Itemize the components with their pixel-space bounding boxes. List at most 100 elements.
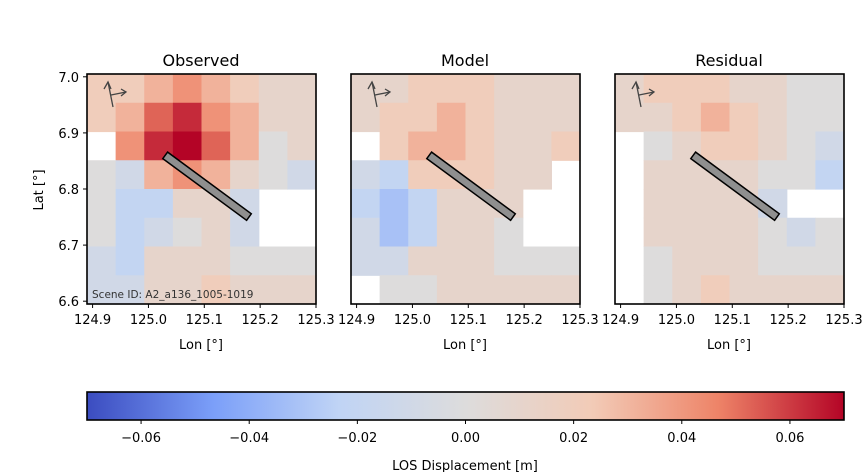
x-tick-label: 125.3 [825,313,862,328]
heatmap-cell-E2 [465,102,495,133]
heatmap-cell-E6 [201,217,231,248]
fault-trace [689,151,781,222]
heatmap-cell-E8 [729,275,759,305]
x-tick-label: 125.0 [130,313,167,328]
heatmap-cell-G4 [522,160,552,190]
heatmap-cell-H8 [551,275,581,305]
panel-overlays-model [367,80,517,222]
panel-overlays-observed [103,80,253,222]
heatmap-cell-G8 [258,275,288,305]
x-ticks-model: 124.9 125.0 125.1 125.2 125.3 [338,304,599,328]
colorbar-tick-label: −0.04 [229,431,269,446]
heatmap-cell-G4 [258,160,288,190]
heatmap-cell-F2 [230,102,260,133]
panel-observed: Observed 124.9 125.0 125.1 125.2 125.3 6.66.… [32,51,335,353]
heatmap-cell-D8 [700,275,731,305]
heatmap-cell-A4 [351,160,381,190]
heatmap-cell-C1 [408,74,438,104]
y-tick-label: 6.6 [58,295,79,310]
heatmap-cell-G2 [258,102,288,133]
heatmap-cell-B6 [379,217,409,248]
heatmap-cell-A7 [351,246,381,276]
heatmap-cell-B7 [115,246,145,276]
heatmap-cell-F8 [758,275,788,305]
heatmap-cell-C4 [408,160,438,190]
heatmap-cell-B2 [379,102,409,133]
heatmap-cell-H3 [287,131,317,161]
y-tick-label: 7.0 [58,71,79,86]
fault-trace [161,151,253,222]
heatmap-cell-F7 [494,246,524,276]
heatmap-cell-G6 [786,217,816,248]
x-tick-label: 125.0 [658,313,695,328]
heatmap-cell-G7 [258,246,288,276]
x-tick-label: 125.3 [561,313,598,328]
heatmap-cell-D2 [700,102,731,133]
panel-overlays-residual [631,80,781,222]
heatmap-cell-B4 [379,160,409,190]
heatmap-cell-C2 [144,102,174,133]
x-tick-label: 125.1 [714,313,751,328]
colorbar: −0.06 −0.04 −0.02 0.00 0.02 0.04 0.06 LOS Disp… [86,391,845,472]
heatmap-cell-D3 [700,131,731,161]
north-arrow-icon [631,80,656,108]
heatmap-cell-B4 [115,160,145,190]
heatmap-cell-B3 [115,131,145,161]
heatmap-cell-F1 [494,74,524,104]
heatmap-cell-D2 [436,102,467,133]
heatmap-cell-G2 [522,102,552,133]
heatmap-cell-B8 [115,275,145,305]
heatmap-cell-B6 [115,217,145,248]
heatmap-cell-F7 [758,246,788,276]
heatmap-cell-D5 [172,189,203,219]
heatmap-cell-D8 [436,275,467,305]
colorbar-ticks: −0.06 −0.04 −0.02 0.00 0.02 0.04 0.06 [121,420,804,446]
heatmap-cell-B7 [643,246,673,276]
heatmap-cell-A5 [351,189,381,219]
heatmap-cell-D6 [700,217,731,248]
colorbar-tick-label: −0.06 [121,431,161,446]
heatmap-cell-H7 [287,246,317,276]
heatmap-cell-G1 [258,74,288,104]
heatmap-cell-C2 [408,102,438,133]
heatmap-cell-G2 [786,102,816,133]
heatmap-cell-G4 [786,160,816,190]
heatmap-cell-C7 [408,246,438,276]
panel-residual: Residual 124.9 125.0 125.1 125.2 125.3 Lon [… [602,51,863,353]
heatmap-cell-C2 [672,102,702,133]
heatmap-cell-B5 [379,189,409,219]
heatmap-cell-B5 [643,189,673,219]
heatmap-cell-C5 [672,189,702,219]
colorbar-gradient [86,391,845,421]
heatmap-cell-B5 [115,189,145,219]
heatmap-cells-observed [87,74,317,305]
heatmap-cell-E6 [729,217,759,248]
heatmap-cell-G7 [522,246,552,276]
heatmap-cell-C6 [144,217,174,248]
x-tick-label: 125.3 [297,313,334,328]
heatmap-cell-B1 [643,74,673,104]
heatmap-cell-H4 [287,160,317,190]
heatmap-cell-F6 [494,217,524,248]
heatmap-cell-E1 [201,74,231,104]
heatmap-cell-F3 [230,131,260,161]
heatmap-cell-G7 [786,246,816,276]
y-ticks-observed: 6.6 6.7 6.8 6.9 7.0 [58,71,87,310]
heatmap-cell-F4 [494,160,524,190]
heatmap-cell-G1 [522,74,552,104]
x-axis-label-model: Lon [°] [443,338,487,353]
colorbar-tick-label: 0.02 [559,431,588,446]
x-tick-label: 125.1 [450,313,487,328]
y-axis-label: Lat [°] [32,169,47,210]
colorbar-tick-label: −0.02 [337,431,377,446]
heatmap-cell-F2 [758,102,788,133]
heatmap-cell-D3 [172,131,203,161]
heatmap-cell-C6 [672,217,702,248]
heatmap-cell-C4 [672,160,702,190]
heatmap-cell-E8 [201,275,231,305]
heatmap-cell-C6 [408,217,438,248]
heatmap-cell-F1 [758,74,788,104]
heatmap-cell-B1 [115,74,145,104]
heatmap-cell-E3 [729,131,759,161]
x-tick-label: 124.9 [74,313,111,328]
